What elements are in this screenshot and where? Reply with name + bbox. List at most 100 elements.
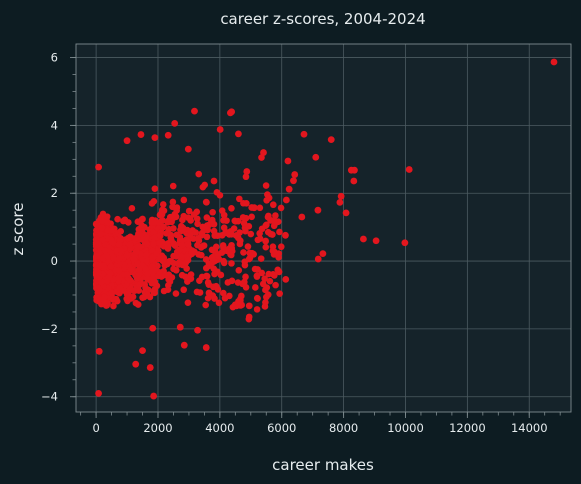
chart-title: career z-scores, 2004-2024 xyxy=(220,10,425,28)
scatter-point xyxy=(242,173,250,181)
y-tick-label: 0 xyxy=(51,254,58,268)
scatter-point xyxy=(195,170,203,178)
scatter-point xyxy=(150,240,158,248)
scatter-point xyxy=(158,238,165,246)
cluster-point xyxy=(132,248,140,256)
scatter-point xyxy=(205,260,213,267)
scatter-point xyxy=(164,243,172,250)
cluster-point xyxy=(115,274,123,282)
scatter-point xyxy=(256,204,264,212)
scatter-point xyxy=(226,109,234,117)
scatter-point xyxy=(150,392,158,400)
scatter-point xyxy=(211,232,219,239)
scatter-point xyxy=(191,107,198,115)
cluster-point xyxy=(143,234,150,242)
axes xyxy=(70,43,572,418)
cluster-point xyxy=(126,276,134,284)
cluster-point xyxy=(123,271,131,278)
scatter-point xyxy=(210,220,218,228)
scatter-point xyxy=(173,231,180,239)
cluster-point xyxy=(135,231,143,238)
scatter-point xyxy=(235,267,243,274)
scatter-point xyxy=(210,177,218,185)
cluster-point xyxy=(142,284,149,292)
scatter-point xyxy=(254,266,261,273)
scatter-point xyxy=(132,360,140,368)
x-tick-label: 14000 xyxy=(511,421,548,435)
tick-labels: 0 2000 4000 6000 8000 10000 12000 14000 −4 −2 0 2 4 6 xyxy=(41,51,547,435)
scatter-point xyxy=(228,277,236,285)
scatter-point xyxy=(253,273,261,280)
scatter-point xyxy=(234,279,242,286)
scatter-point xyxy=(336,198,344,206)
scatter-point xyxy=(240,249,247,256)
cluster-point xyxy=(108,289,116,297)
scatter-point xyxy=(272,212,279,219)
scatter-point xyxy=(176,323,184,331)
scatter-point xyxy=(180,196,188,204)
scatter-point xyxy=(199,183,207,191)
scatter-point xyxy=(298,213,306,221)
scatter-point xyxy=(203,272,211,280)
scatter-point xyxy=(245,315,253,323)
plot-frame xyxy=(75,43,572,413)
scatter-point xyxy=(139,347,146,355)
scatter-point xyxy=(160,207,168,215)
scatter-point xyxy=(159,257,167,265)
scatter-point xyxy=(170,252,177,260)
y-tick-label: 6 xyxy=(51,51,58,65)
scatter-point xyxy=(208,254,216,262)
scatter-point xyxy=(187,231,194,238)
scatter-point xyxy=(234,217,242,225)
scatter-point xyxy=(265,194,273,202)
cluster-point xyxy=(92,239,100,247)
scatter-point xyxy=(235,130,242,138)
scatter-point xyxy=(213,268,221,275)
scatter-point xyxy=(153,250,160,257)
scatter-point xyxy=(178,241,186,249)
scatter-point xyxy=(151,185,159,192)
scatter-point xyxy=(243,168,251,175)
scatter-point xyxy=(285,185,293,193)
scatter-point xyxy=(194,326,201,334)
scatter-point xyxy=(203,233,211,241)
cluster-point xyxy=(93,227,100,234)
cluster-point xyxy=(103,252,110,259)
scatter-point xyxy=(218,207,226,215)
cluster-point xyxy=(117,246,125,254)
scatter-point xyxy=(193,288,201,296)
scatter-point xyxy=(202,344,210,351)
x-axis-label: career makes xyxy=(272,456,374,474)
scatter-point xyxy=(405,166,413,173)
scatter-point xyxy=(185,207,193,215)
cluster-point xyxy=(110,302,117,310)
scatter-point xyxy=(167,231,175,239)
scatter-point xyxy=(170,265,177,273)
scatter-point xyxy=(200,242,208,249)
scatter-point xyxy=(258,225,266,233)
scatter-point xyxy=(188,247,196,254)
scatter-point xyxy=(184,299,192,306)
scatter-point xyxy=(149,324,157,332)
cluster-point xyxy=(105,273,113,281)
scatter-point xyxy=(151,134,159,142)
cluster-point xyxy=(98,224,106,232)
scatter-point xyxy=(198,229,206,237)
scatter-point xyxy=(248,204,256,211)
cluster-point xyxy=(94,252,101,260)
scatter-point xyxy=(247,230,255,238)
scatter-point xyxy=(182,273,189,281)
cluster-point xyxy=(115,241,123,249)
scatter-point xyxy=(243,200,250,207)
scatter-point xyxy=(202,198,210,206)
cluster-point xyxy=(110,254,117,262)
grid-lines xyxy=(76,44,571,412)
scatter-point xyxy=(169,182,177,190)
scatter-point xyxy=(259,280,267,288)
cluster-point xyxy=(104,227,112,234)
scatter-point xyxy=(290,177,297,185)
scatter-point xyxy=(216,126,224,133)
scatter-point xyxy=(201,224,209,231)
scatter-point xyxy=(161,271,169,279)
